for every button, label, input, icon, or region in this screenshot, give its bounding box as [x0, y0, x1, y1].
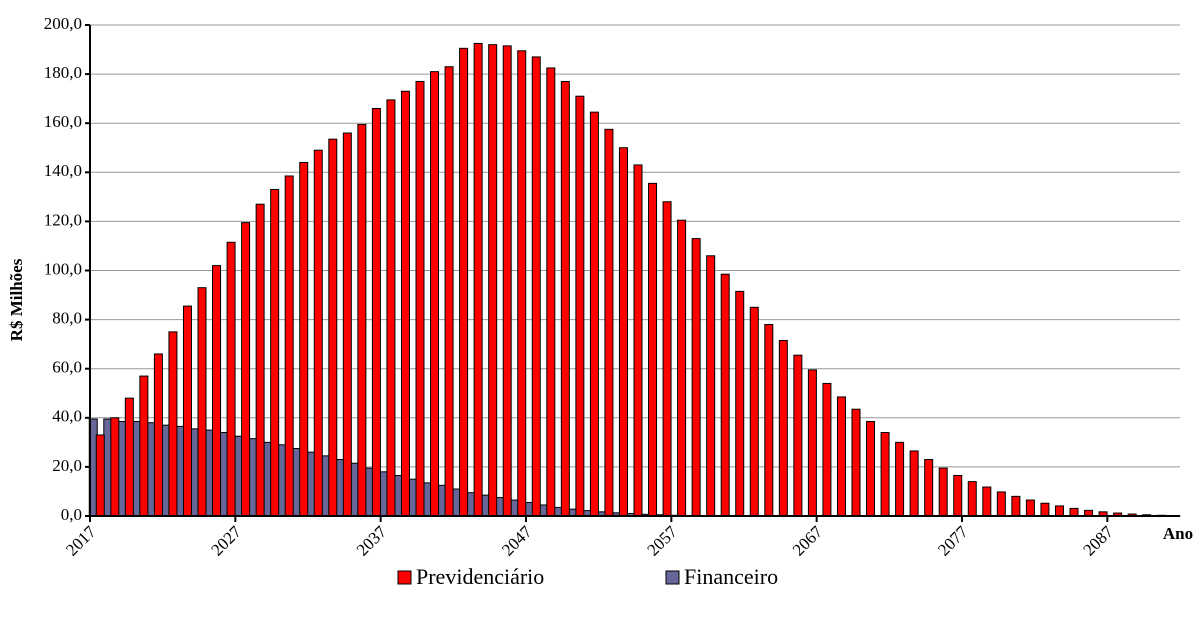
bar [213, 266, 221, 516]
bar [401, 91, 409, 516]
bar [343, 133, 351, 516]
bar [154, 354, 162, 516]
legend-label: Financeiro [684, 564, 778, 589]
bar [867, 421, 875, 516]
bar [910, 451, 918, 516]
bar [169, 332, 177, 516]
bar [445, 67, 453, 516]
bar [837, 397, 845, 516]
x-tick-label: 2067 [789, 522, 827, 560]
y-tick-label: 100,0 [44, 259, 82, 278]
bar [954, 475, 962, 516]
bar [329, 139, 337, 516]
x-tick-label: 2087 [1079, 522, 1117, 560]
bar [736, 291, 744, 516]
bar [634, 165, 642, 516]
y-tick-label: 120,0 [44, 210, 82, 229]
x-axis-title: Ano [1163, 524, 1193, 543]
bar [721, 274, 729, 516]
bar [140, 376, 148, 516]
bar [590, 112, 598, 516]
bar [663, 202, 671, 516]
y-tick-label: 140,0 [44, 161, 82, 180]
bar [96, 435, 104, 516]
bar [707, 256, 715, 516]
bar [183, 306, 191, 516]
bar [649, 183, 657, 516]
bar [1055, 506, 1063, 516]
bar [852, 409, 860, 516]
bar [227, 242, 235, 516]
bar [605, 129, 613, 516]
bar [896, 442, 904, 516]
bar [314, 150, 322, 516]
y-tick-label: 180,0 [44, 63, 82, 82]
legend-swatch [398, 571, 411, 584]
bar [387, 100, 395, 516]
legend-label: Previdenciário [416, 564, 544, 589]
bar [372, 108, 380, 516]
bar [518, 51, 526, 516]
bar [460, 48, 468, 516]
y-axis-title: R$ Milhões [7, 258, 26, 341]
bar [997, 492, 1005, 516]
bar [678, 220, 686, 516]
bar [503, 46, 511, 516]
x-tick-label: 2047 [498, 522, 536, 560]
y-tick-label: 80,0 [52, 309, 82, 328]
x-tick-label: 2037 [353, 522, 391, 560]
bar [1026, 500, 1034, 516]
bar [983, 487, 991, 516]
bar [1012, 496, 1020, 516]
bar [198, 288, 206, 516]
bar [808, 370, 816, 516]
bar [1070, 508, 1078, 516]
y-tick-label: 200,0 [44, 14, 82, 33]
bar [576, 96, 584, 516]
x-tick-label: 2027 [207, 522, 245, 560]
bar [242, 223, 250, 516]
bar [968, 482, 976, 516]
bar [256, 204, 264, 516]
bar [358, 124, 366, 516]
x-tick-label: 2017 [62, 522, 100, 560]
bar [1041, 503, 1049, 516]
bar [794, 355, 802, 516]
bar [416, 81, 424, 516]
y-tick-label: 60,0 [52, 358, 82, 377]
y-tick-label: 20,0 [52, 456, 82, 475]
bar [925, 460, 933, 516]
x-tick-label: 2077 [934, 522, 972, 560]
bar [125, 398, 133, 516]
bar [111, 418, 119, 516]
bar [692, 239, 700, 516]
bar [489, 45, 497, 516]
bar [765, 325, 773, 516]
bar [561, 81, 569, 516]
y-tick-label: 160,0 [44, 112, 82, 131]
bar [547, 68, 555, 516]
bar [474, 43, 482, 516]
y-tick-label: 40,0 [52, 407, 82, 426]
bar [823, 383, 831, 516]
bar [431, 72, 439, 516]
bar [300, 162, 308, 516]
bar [285, 176, 293, 516]
bar [939, 468, 947, 516]
y-tick-label: 0,0 [61, 505, 82, 524]
x-tick-label: 2057 [643, 522, 681, 560]
bar [779, 340, 787, 516]
bar [881, 433, 889, 516]
bar [271, 189, 279, 516]
legend-swatch [666, 571, 679, 584]
bar [619, 148, 627, 516]
bar [532, 57, 540, 516]
bar [750, 307, 758, 516]
